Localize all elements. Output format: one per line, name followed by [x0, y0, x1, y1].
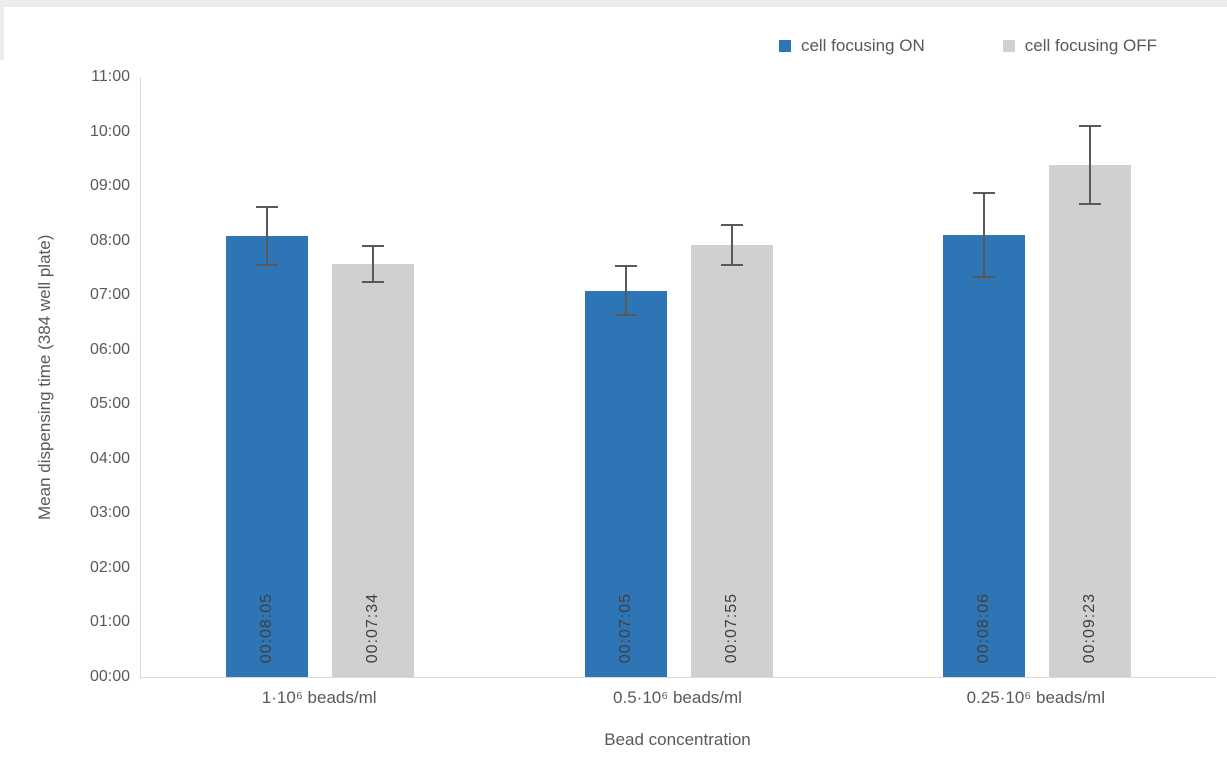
- y-tick-label: 09:00: [89, 177, 130, 195]
- legend-label: cell focusing ON: [800, 36, 925, 55]
- error-bar-cap: [720, 224, 743, 227]
- error-bar-cap: [256, 264, 279, 267]
- y-tick-label: 05:00: [89, 395, 130, 413]
- legend-marker-icon: [1002, 40, 1015, 52]
- y-axis-title: Mean dispensing time (384 well plate): [35, 234, 54, 520]
- page-left-border: [0, 0, 4, 60]
- error-bar-line: [1088, 125, 1091, 206]
- bar-label-wrap: 00:09:23: [1049, 593, 1131, 663]
- bar-cell-focusing-on-2: 00:08:06: [942, 235, 1025, 677]
- bar-cell-focusing-on-0: 00:08:05: [226, 236, 309, 677]
- y-tick-label: 11:00: [91, 68, 130, 85]
- error-bar-cap: [614, 265, 637, 268]
- page-top-border: [0, 0, 1227, 7]
- error-bar-cap: [972, 275, 995, 278]
- error-bar-line: [982, 192, 985, 278]
- error-bar-line: [730, 224, 733, 267]
- bar-label-wrap: 00:07:05: [585, 593, 667, 663]
- legend: cell focusing ON cell focusing OFF: [778, 36, 1157, 56]
- category-label: 1·10⁶ beads/ml: [261, 688, 377, 707]
- y-tick-label: 01:00: [89, 613, 130, 631]
- bar-value-label: 00:09:23: [1080, 592, 1098, 663]
- error-bar-cap: [1078, 203, 1101, 206]
- bar-label-wrap: 00:07:34: [332, 593, 414, 663]
- y-tick-label: 00:00: [89, 668, 130, 685]
- category-label: 0.25·10⁶ beads/ml: [966, 688, 1105, 707]
- x-axis-title: Bead concentration: [604, 730, 751, 749]
- error-bar-line: [624, 265, 627, 317]
- bar-value-label: 00:08:05: [258, 592, 276, 663]
- bar-cell-focusing-on-1: 00:07:05: [584, 290, 667, 677]
- error-bar-cap: [614, 314, 637, 317]
- bar-value-label: 00:08:06: [974, 592, 992, 663]
- bar-value-label: 00:07:05: [616, 592, 634, 663]
- y-tick-label: 06:00: [89, 340, 130, 358]
- y-tick-label: 04:00: [89, 449, 130, 467]
- plot-area: 00:08:05 00:07:34 00:07:05 00:07:55 00:08:06…: [140, 77, 1216, 678]
- y-tick-label: 07:00: [89, 286, 130, 304]
- error-bar-line: [266, 206, 269, 267]
- error-bar-cap: [972, 192, 995, 195]
- legend-label: cell focusing OFF: [1024, 36, 1157, 55]
- bar-cell-focusing-off-0: 00:07:34: [332, 264, 415, 677]
- bar-value-label: 00:07:34: [364, 592, 382, 663]
- y-tick-label: 08:00: [89, 231, 130, 249]
- y-tick-label: 03:00: [89, 504, 130, 522]
- bar-cell-focusing-off-2: 00:09:23: [1048, 165, 1131, 677]
- error-bar-cap: [256, 206, 279, 209]
- legend-item-1: cell focusing OFF: [1002, 36, 1157, 56]
- error-bar-cap: [362, 245, 385, 248]
- bar-label-wrap: 00:08:05: [226, 593, 308, 663]
- bar-label-wrap: 00:07:55: [691, 593, 773, 663]
- error-bar-cap: [720, 264, 743, 267]
- legend-marker-icon: [778, 40, 791, 52]
- bar-value-label: 00:07:55: [722, 592, 740, 663]
- bar-label-wrap: 00:08:06: [943, 593, 1025, 663]
- error-bar-line: [372, 245, 375, 284]
- error-bar-cap: [362, 281, 385, 284]
- error-bar-cap: [1078, 125, 1101, 128]
- y-tick-label: 10:00: [89, 122, 130, 140]
- legend-item-0: cell focusing ON: [778, 36, 925, 56]
- category-label: 0.5·10⁶ beads/ml: [613, 688, 742, 707]
- y-tick-label: 02:00: [89, 558, 130, 576]
- bar-cell-focusing-off-1: 00:07:55: [690, 245, 773, 677]
